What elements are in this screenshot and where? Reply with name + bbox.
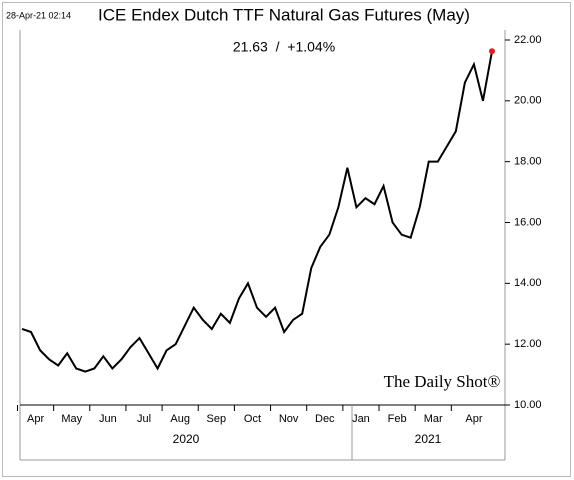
x-tick-label: May <box>61 413 82 425</box>
year-label: 2020 <box>173 432 200 446</box>
x-tick-label: Dec <box>315 413 335 425</box>
x-tick-label: Jun <box>99 413 117 425</box>
y-tick-label: 16.00 <box>514 216 542 228</box>
y-tick-label: 20.00 <box>514 95 542 107</box>
x-tick-label: Feb <box>388 413 407 425</box>
x-tick-label: Nov <box>279 413 299 425</box>
y-tick-label: 18.00 <box>514 156 542 168</box>
y-tick-label: 14.00 <box>514 277 542 289</box>
x-tick-label: Jul <box>137 413 151 425</box>
chart-title: ICE Endex Dutch TTF Natural Gas Futures … <box>98 5 470 24</box>
x-tick-label: Oct <box>244 413 261 425</box>
y-tick-label: 12.00 <box>514 338 542 350</box>
y-tick-label: 22.00 <box>514 34 542 46</box>
x-tick-label: Apr <box>27 413 44 425</box>
x-tick-label: Aug <box>170 413 190 425</box>
x-tick-label: Mar <box>424 413 443 425</box>
y-tick-label: 10.00 <box>514 399 542 411</box>
subtitle: 21.63 / +1.04% <box>233 39 335 55</box>
x-tick-label: Apr <box>465 413 482 425</box>
line-series <box>21 51 493 373</box>
x-tick-label: Sep <box>207 413 227 425</box>
year-label: 2021 <box>415 432 442 446</box>
timestamp: 28-Apr-21 02:14 <box>6 10 71 20</box>
watermark: The Daily Shot® <box>384 372 501 391</box>
x-tick-label: Jan <box>352 413 370 425</box>
last-point <box>489 48 495 55</box>
